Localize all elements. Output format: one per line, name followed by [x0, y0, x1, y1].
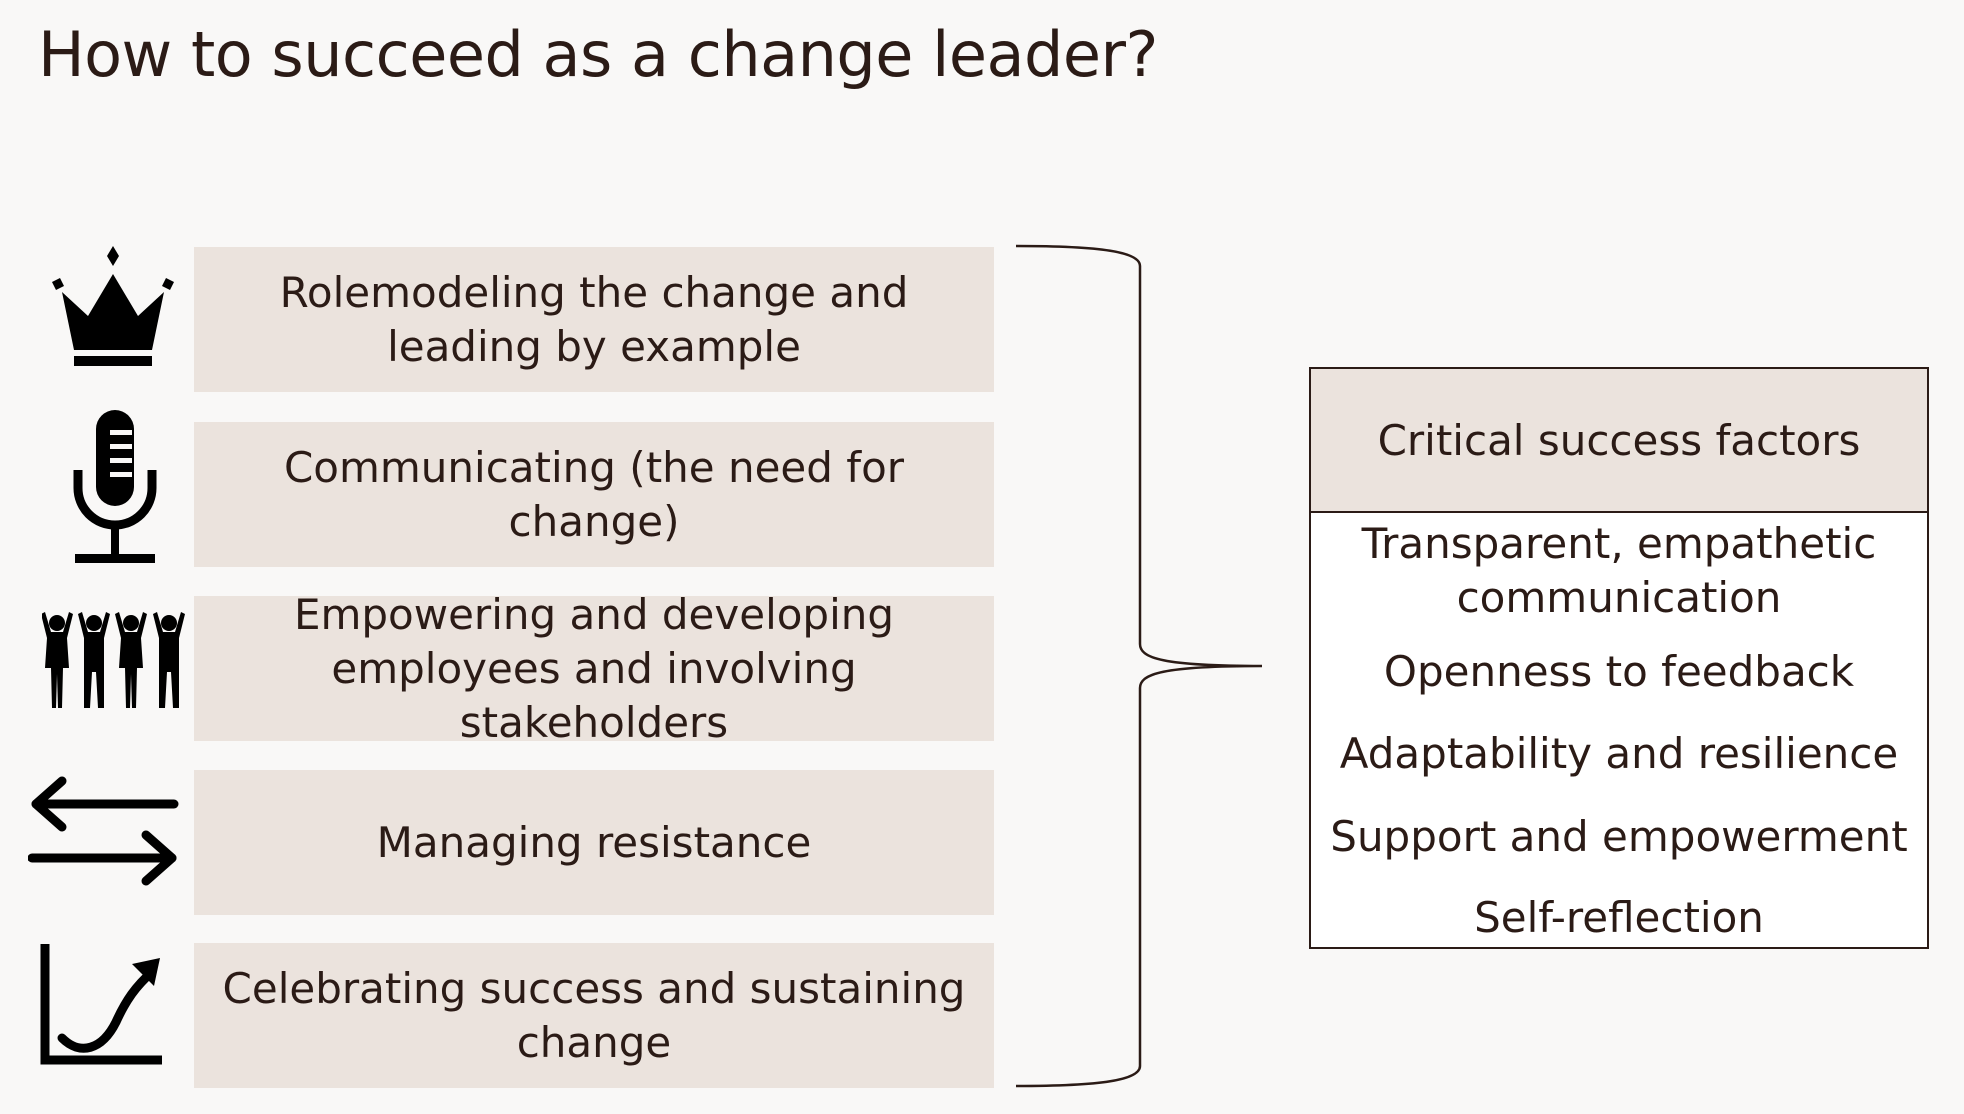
action-label: Empowering and developing employees and … — [293, 589, 895, 747]
csf-item: Self-reflection — [1474, 893, 1764, 942]
csf-item: Transparent, empathetic communication — [1361, 519, 1877, 622]
action-label: Rolemodeling the change and leading by e… — [279, 267, 909, 371]
growth-chart-icon — [40, 944, 166, 1066]
csf-item: Openness to feedback — [1383, 647, 1855, 696]
action-box-empowering: Empowering and developing employees and … — [194, 590, 994, 747]
action-label: Celebrating success and sustaining chang… — [222, 963, 966, 1067]
action-box-rolemodeling: Rolemodeling the change and leading by e… — [194, 247, 994, 392]
curly-brace — [1012, 244, 1272, 1094]
csf-header: Critical success factors — [1311, 369, 1927, 513]
action-box-resistance: Managing resistance — [194, 770, 994, 915]
page-title: How to succeed as a change leader? — [38, 18, 1158, 91]
microphone-icon — [70, 410, 160, 566]
group-people-icon — [42, 612, 188, 712]
action-label: Managing resistance — [376, 817, 812, 867]
critical-success-factors-panel: Critical success factors Transparent, em… — [1309, 367, 1929, 949]
csf-item: Support and empowerment — [1330, 812, 1908, 861]
crown-icon — [48, 246, 178, 372]
csf-item: Adaptability and resilience — [1339, 729, 1899, 778]
action-box-celebrating: Celebrating success and sustaining chang… — [194, 943, 994, 1088]
action-box-communicating: Communicating (the need for change) — [194, 422, 994, 567]
exchange-arrows-icon — [28, 776, 182, 888]
action-label: Communicating (the need for change) — [283, 442, 905, 546]
